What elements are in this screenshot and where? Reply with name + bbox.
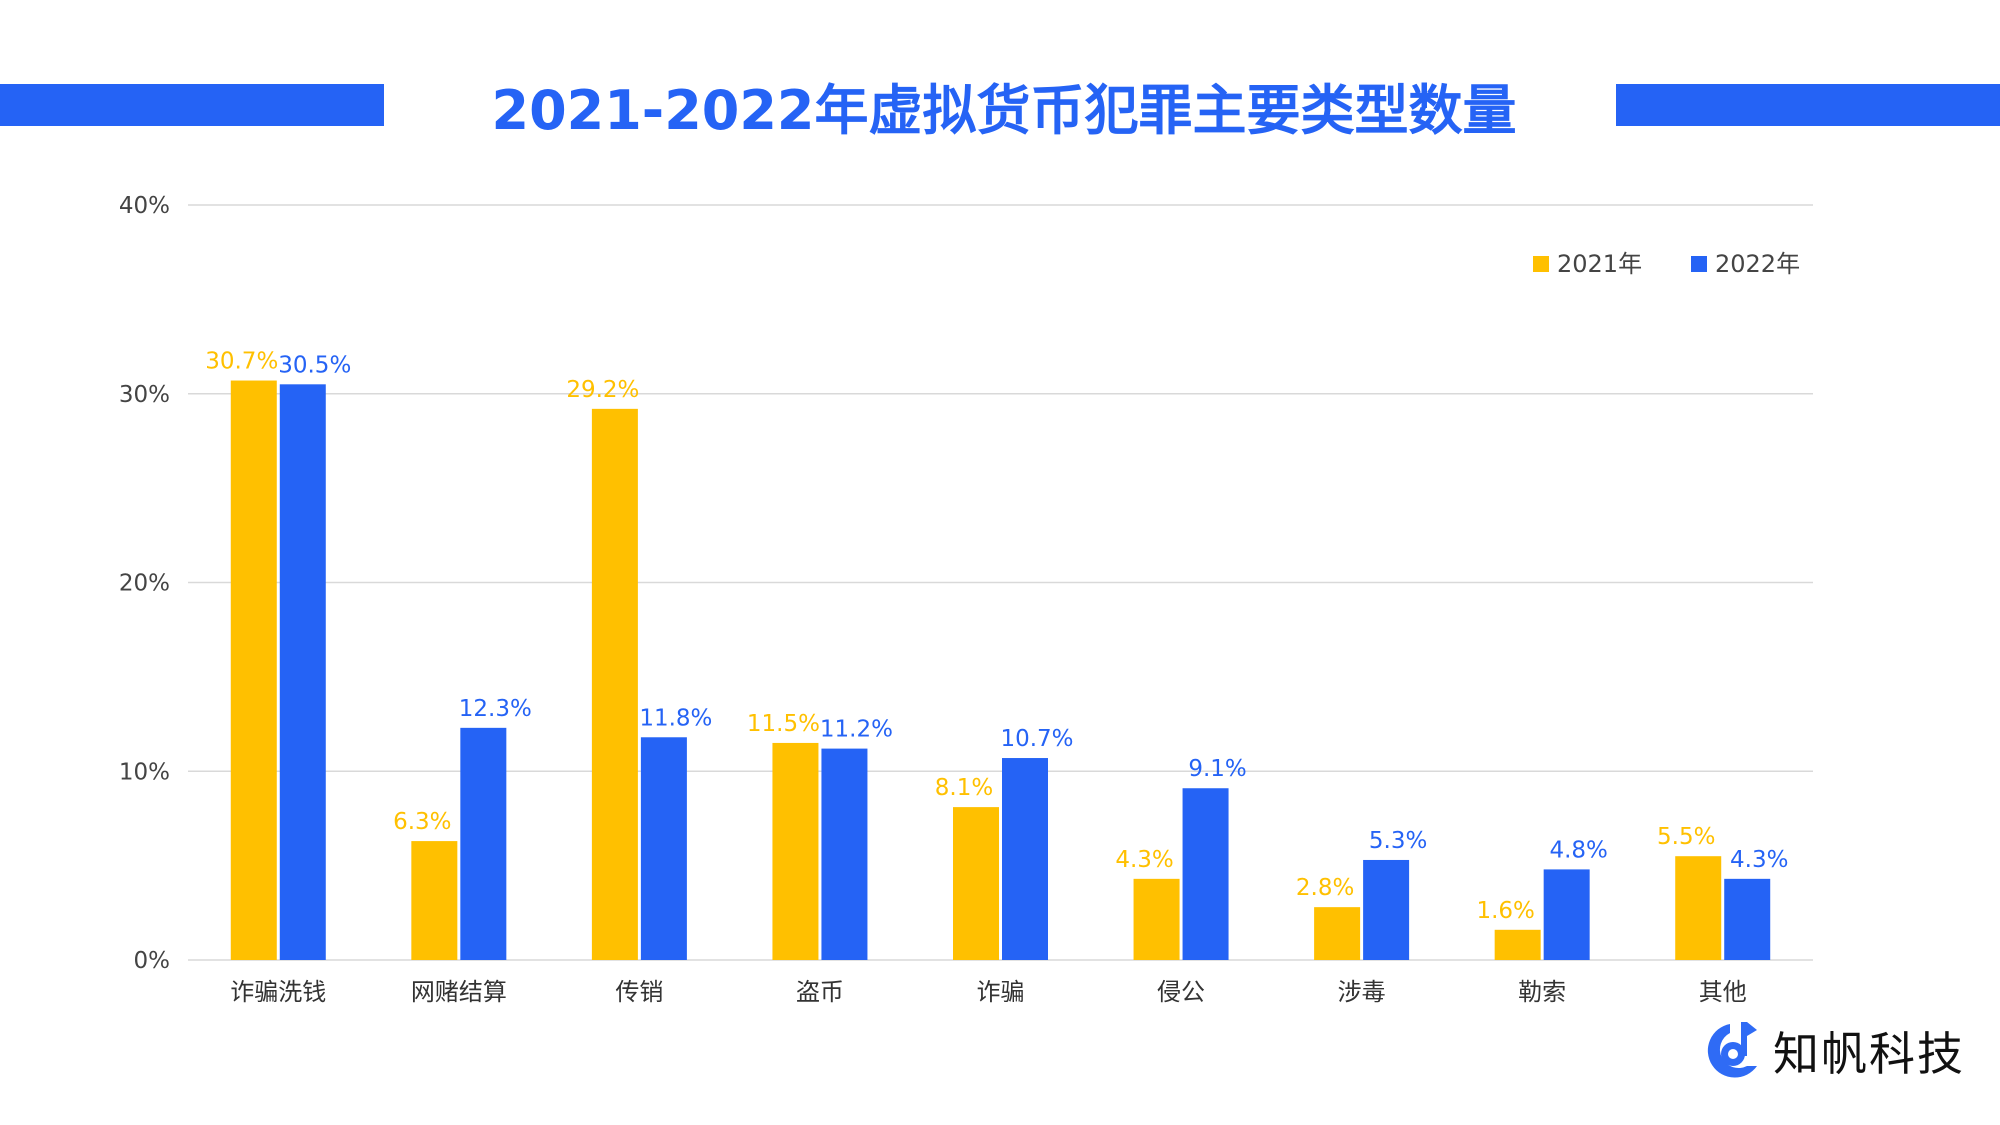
data-label: 30.5% [278,352,351,378]
title-bar-right [1616,84,2000,126]
bar-2021年-网赌结算 [411,841,458,960]
y-tick-label: 10% [119,759,170,785]
data-label: 11.5% [747,711,820,737]
x-tick-label: 诈骗洗钱 [230,978,326,1006]
data-label: 29.2% [566,377,639,403]
data-label: 10.7% [1000,726,1073,752]
bar-2021年-侵公 [1133,878,1180,960]
y-tick-label: 20% [119,571,170,597]
y-tick-label: 0% [134,948,171,974]
data-label: 11.8% [639,705,712,731]
bar-2021年-诈骗洗钱 [230,380,277,961]
brand-logo: 知帆科技 [1697,1018,1965,1084]
x-tick-label: 诈骗 [977,978,1025,1006]
bar-2022年-诈骗洗钱 [279,384,326,960]
brand-name: 知帆科技 [1773,1027,1965,1081]
bar-2022年-勒索 [1543,869,1590,960]
legend-label: 2021年 [1557,250,1642,278]
data-label: 5.3% [1369,828,1427,854]
data-label: 2.8% [1296,875,1354,901]
bar-2021年-勒索 [1494,929,1541,960]
legend-swatch [1533,256,1549,272]
x-tick-label: 传销 [615,978,663,1006]
x-tick-label: 网赌结算 [411,978,507,1006]
bar-2022年-盗币 [821,748,868,960]
bar-2021年-其他 [1675,856,1722,960]
data-label: 4.3% [1115,847,1173,873]
bar-2022年-涉毒 [1363,859,1410,960]
legend-swatch [1691,256,1707,272]
bar-2021年-传销 [591,408,638,961]
data-label: 4.8% [1549,837,1607,863]
bar-2022年-诈骗 [1002,758,1048,960]
data-label: 6.3% [393,809,451,835]
title-bar-left [0,84,384,126]
bar-2022年-传销 [640,737,687,960]
legend-label: 2022年 [1715,250,1800,278]
chart-title: 2021-2022年虚拟货币犯罪主要类型数量 [491,79,1517,142]
x-tick-label: 涉毒 [1338,978,1386,1006]
y-tick-label: 40% [119,193,170,219]
bar-2021年-盗币 [772,742,819,960]
x-tick-label: 盗币 [796,978,844,1006]
data-label: 1.6% [1476,898,1534,924]
x-tick-label: 勒索 [1518,978,1566,1006]
data-label: 4.3% [1730,847,1788,873]
zhifan-logo-icon [1707,1022,1757,1078]
bar-2022年-其他 [1724,878,1771,960]
data-label: 12.3% [459,696,532,722]
data-label: 8.1% [935,775,993,801]
data-label: 11.2% [820,717,893,743]
y-tick-label: 30% [119,382,170,408]
data-label: 9.1% [1188,756,1246,782]
bar-2021年-诈骗 [953,807,999,960]
bar-2021年-涉毒 [1314,907,1361,960]
x-tick-label: 侵公 [1157,978,1205,1006]
x-tick-label: 其他 [1699,978,1747,1006]
data-label: 5.5% [1657,824,1715,850]
data-label: 30.7% [205,349,278,375]
bar-2022年-侵公 [1182,788,1229,960]
bar-2022年-网赌结算 [460,727,507,960]
